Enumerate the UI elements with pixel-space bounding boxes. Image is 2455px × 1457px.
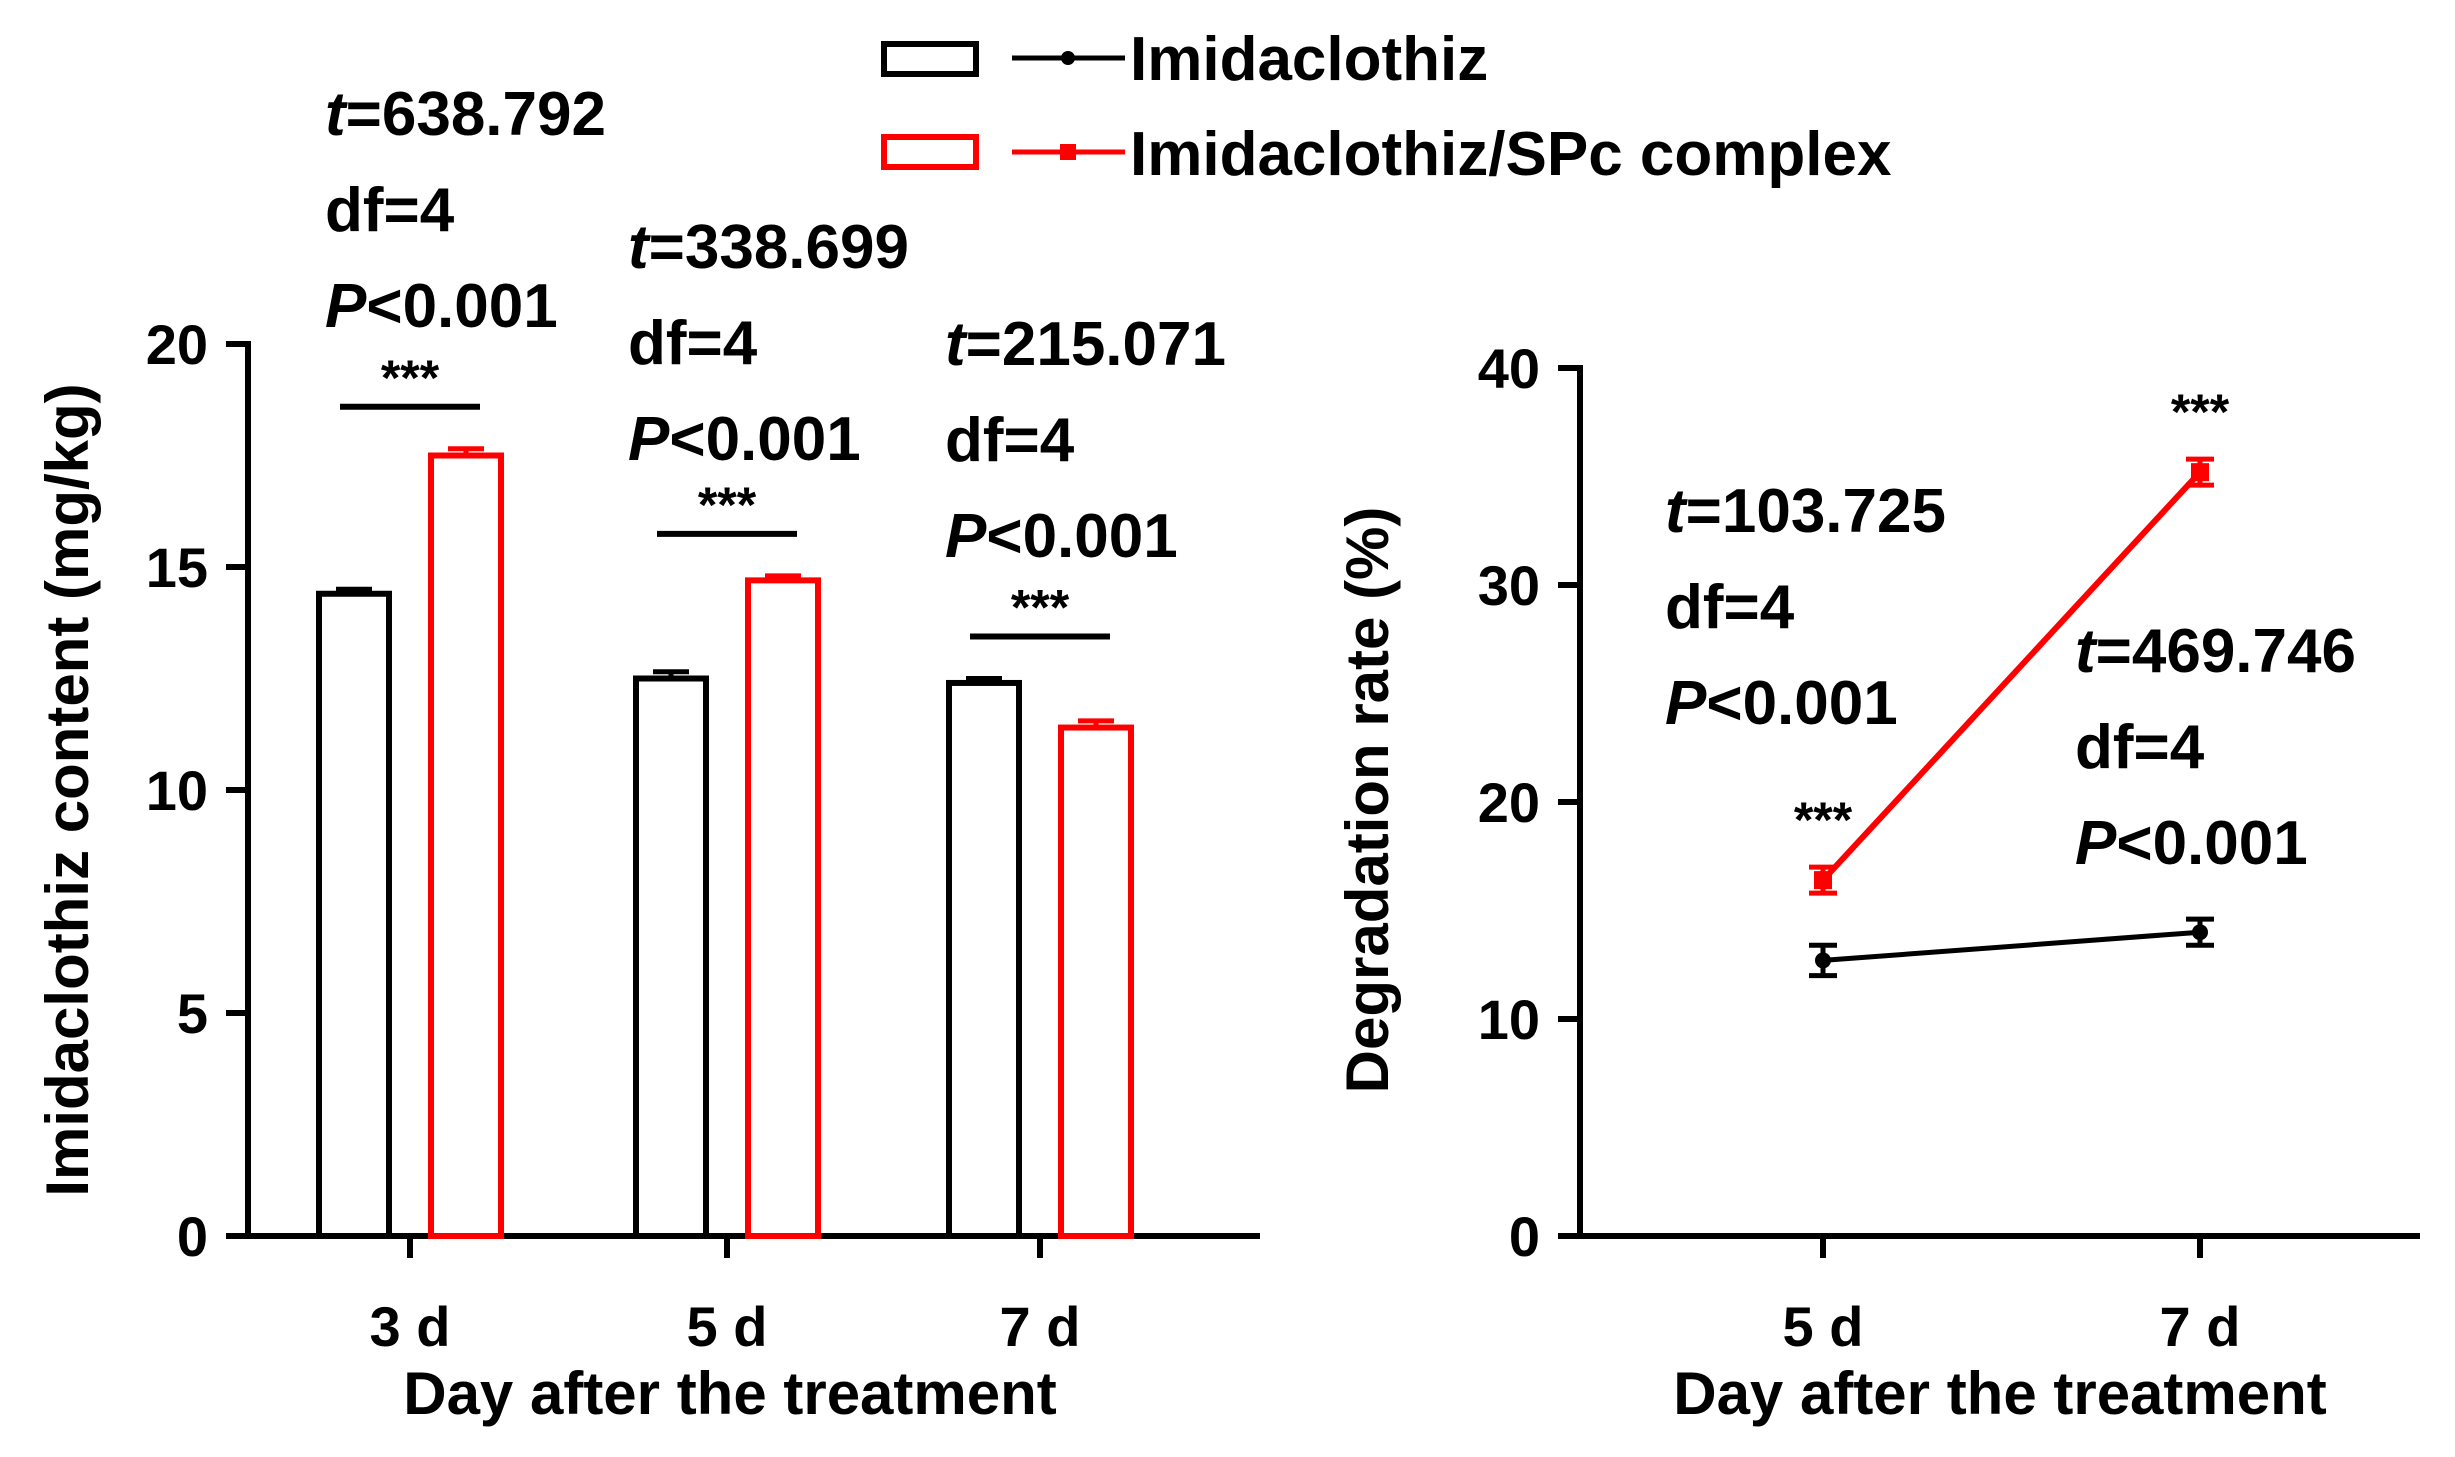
- x-tick-label: 5 d: [687, 1295, 768, 1358]
- bar: [1058, 724, 1134, 1239]
- bar: [428, 452, 504, 1239]
- stat-7d-line: df=4: [945, 406, 1075, 475]
- line-chart-degradation-rate: 0 10 20 30 40 5 d 7 d *** *** t=103.725 df=4 P<0.00…: [1334, 337, 2420, 1427]
- x-tick-label: 5 d: [1783, 1295, 1864, 1358]
- legend-label-imidaclothiz: Imidaclothiz: [1130, 25, 1488, 94]
- data-point: [1814, 871, 1832, 890]
- legend-marker-complex: [1060, 144, 1076, 160]
- y-tick-label: 20: [146, 313, 208, 376]
- stat-5d-line: P<0.001: [628, 405, 861, 474]
- y-tick-label: 40: [1478, 337, 1540, 400]
- y-tick-label: 10: [146, 759, 208, 822]
- significance-stars: ***: [698, 477, 757, 533]
- bar: [946, 679, 1022, 1239]
- bar: [316, 590, 392, 1239]
- stat-5d-line: df=4: [1665, 573, 1795, 642]
- data-point: [1815, 952, 1831, 969]
- x-tick-label: 3 d: [370, 1295, 451, 1358]
- y-tick-label: 5: [177, 982, 208, 1045]
- y-tick-label: 10: [1478, 988, 1540, 1051]
- y-tick-label: 30: [1478, 554, 1540, 617]
- stat-5d-line: df=4: [628, 309, 758, 378]
- y-axis-title: Imidaclothiz content (mg/kg): [34, 383, 101, 1196]
- legend-swatch-complex: [881, 134, 979, 170]
- bar: [633, 675, 709, 1239]
- data-point: [2192, 924, 2208, 941]
- stat-3d-line: P<0.001: [325, 272, 558, 341]
- significance-stars: ***: [2171, 384, 2230, 440]
- significance-stars: ***: [1011, 580, 1070, 636]
- stat-7d-line: t=215.071: [945, 310, 1226, 379]
- legend-marker-imidaclothiz: [1061, 51, 1075, 65]
- stat-5d-line: t=338.699: [628, 213, 909, 282]
- y-tick-label: 20: [1478, 771, 1540, 834]
- stat-5d-line: t=103.725: [1665, 477, 1946, 546]
- y-tick-label: 0: [1509, 1205, 1540, 1268]
- y-tick-label: 0: [177, 1205, 208, 1268]
- y-tick-label: 15: [146, 536, 208, 599]
- stat-7d-line: t=469.746: [2075, 617, 2356, 686]
- stat-7d-line: P<0.001: [945, 502, 1178, 571]
- legend: Imidaclothiz Imidaclothiz/SPc complex: [881, 25, 1892, 189]
- stat-5d-line: P<0.001: [1665, 669, 1898, 738]
- stat-7d-line: P<0.001: [2075, 809, 2308, 878]
- significance-stars: ***: [1794, 792, 1853, 848]
- x-axis-title: Day after the treatment: [403, 1360, 1057, 1427]
- stat-7d-line: df=4: [2075, 713, 2205, 782]
- series-line: [1822, 929, 2201, 963]
- y-axis-title: Degradation rate (%): [1334, 507, 1401, 1094]
- stat-3d-line: df=4: [325, 176, 455, 245]
- significance-stars: ***: [381, 350, 440, 406]
- legend-label-complex: Imidaclothiz/SPc complex: [1130, 120, 1892, 189]
- data-point: [2191, 463, 2209, 482]
- legend-swatch-imidaclothiz: [881, 41, 979, 77]
- bar-chart-imidaclothiz-content: 0 5 10 15 20 3 d *** 5 d *** 7 d *** t=638.792 df=4 P…: [34, 80, 1260, 1427]
- x-tick-label: 7 d: [2160, 1295, 2241, 1358]
- x-tick-label: 7 d: [1000, 1295, 1081, 1358]
- stat-3d-line: t=638.792: [325, 80, 606, 149]
- bar: [745, 577, 821, 1239]
- series-line: [1820, 470, 2203, 883]
- x-axis-title: Day after the treatment: [1673, 1360, 2327, 1427]
